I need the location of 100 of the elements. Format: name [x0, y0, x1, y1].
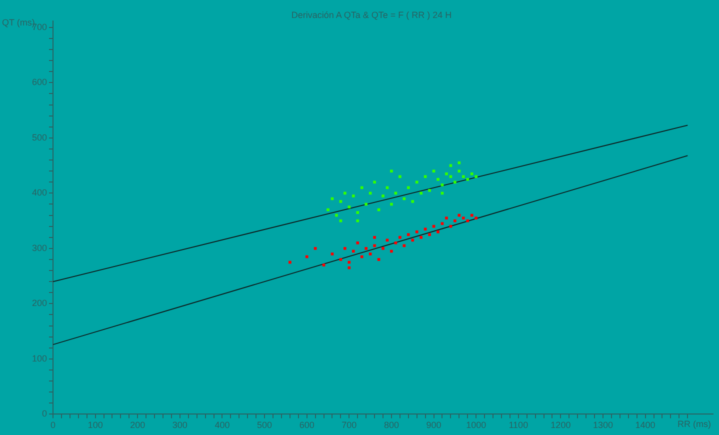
point	[432, 224, 436, 228]
point	[364, 247, 368, 250]
chart-title: Derivación A QTa & QTe = F ( RR ) 24 H	[291, 10, 452, 20]
x-tick-label: 300	[172, 420, 188, 430]
point	[360, 255, 364, 258]
point	[348, 260, 351, 264]
point	[386, 186, 389, 190]
point	[339, 258, 342, 261]
point	[474, 175, 478, 178]
point	[382, 194, 384, 198]
point	[411, 200, 414, 203]
point	[458, 170, 461, 172]
point	[339, 200, 342, 203]
y-tick-label: 500	[32, 132, 48, 142]
point	[445, 216, 448, 220]
x-tick-label: 800	[384, 420, 399, 430]
y-tick-label: 300	[32, 242, 48, 253]
point	[466, 219, 470, 222]
point	[428, 189, 431, 192]
point	[305, 255, 308, 258]
point	[445, 172, 448, 176]
x-tick-label: 0	[50, 420, 56, 430]
point	[356, 242, 360, 244]
point	[420, 236, 422, 239]
point	[402, 197, 406, 200]
point	[454, 219, 456, 222]
point	[440, 183, 444, 186]
point	[360, 186, 364, 190]
point	[415, 230, 418, 234]
point	[373, 180, 376, 184]
point	[352, 250, 355, 253]
point	[440, 222, 444, 225]
point	[364, 202, 368, 206]
point	[411, 238, 414, 242]
point	[390, 170, 393, 172]
point	[474, 216, 478, 220]
point	[373, 244, 376, 248]
point	[377, 258, 380, 261]
point	[335, 214, 338, 217]
point	[424, 228, 427, 231]
point	[470, 214, 474, 217]
point	[398, 236, 402, 239]
y-tick-label: 100	[32, 353, 48, 364]
x-tick-label: 1000	[466, 420, 486, 430]
point	[352, 194, 355, 198]
point	[454, 180, 456, 184]
point	[356, 211, 360, 214]
point	[462, 175, 465, 178]
point	[390, 250, 393, 253]
y-tick-label: 600	[32, 77, 48, 88]
point	[406, 233, 410, 236]
x-tick-label: 200	[130, 420, 146, 430]
point	[420, 192, 422, 195]
point	[398, 175, 402, 178]
point	[462, 216, 465, 220]
x-tick-label: 1400	[635, 420, 656, 430]
y-tick-label: 400	[32, 188, 48, 198]
point	[394, 242, 398, 244]
point	[382, 247, 384, 250]
point	[415, 180, 418, 184]
point	[288, 260, 292, 264]
point	[330, 252, 334, 256]
point	[373, 236, 376, 239]
point	[344, 247, 346, 250]
x-tick-label: 1100	[508, 420, 528, 430]
point	[436, 230, 440, 234]
x-tick-label: 400	[214, 420, 230, 430]
point	[458, 214, 461, 217]
point	[402, 244, 406, 248]
point	[386, 238, 389, 242]
x-axis-title: RR (ms)	[678, 419, 711, 430]
x-tick-label: 1200	[550, 420, 571, 430]
point	[406, 186, 410, 190]
point	[432, 170, 436, 172]
point	[428, 233, 431, 236]
x-tick-label: 600	[299, 420, 314, 430]
point	[470, 172, 474, 176]
point	[436, 178, 440, 181]
point	[449, 175, 452, 178]
point	[344, 192, 346, 195]
x-tick-label: 100	[88, 420, 103, 430]
point	[390, 202, 393, 206]
point	[356, 219, 360, 222]
x-tick-label: 700	[342, 420, 357, 430]
point	[449, 164, 452, 167]
x-tick-label: 500	[257, 420, 272, 430]
point	[368, 252, 372, 256]
point	[348, 266, 351, 270]
y-tick-label: 0	[42, 408, 48, 419]
x-tick-label: 900	[426, 420, 442, 430]
x-tick-label: 1300	[592, 420, 614, 430]
point	[314, 247, 317, 250]
point	[458, 161, 461, 164]
point	[326, 208, 330, 212]
point	[424, 175, 427, 178]
point	[449, 224, 452, 228]
y-tick-label: 200	[32, 298, 48, 308]
point	[322, 264, 326, 266]
point	[348, 206, 351, 208]
point	[466, 178, 470, 181]
